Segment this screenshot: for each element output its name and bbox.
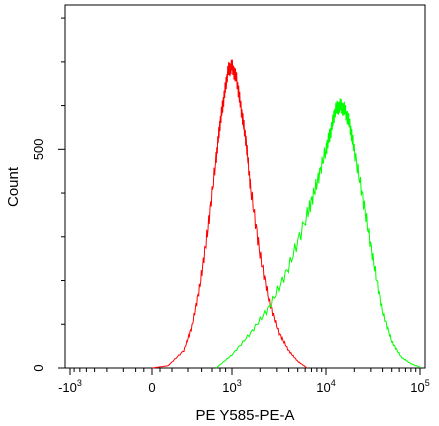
series-layer	[151, 59, 421, 369]
y-axis-title: Count	[5, 166, 22, 207]
histogram-series-2	[215, 98, 421, 369]
y-tick-label: 0	[31, 364, 46, 371]
x-tick-label: 105	[410, 378, 429, 395]
x-tick-label: -103	[58, 378, 82, 395]
y-axis: 0 500	[31, 17, 65, 372]
x-tick-label: 0	[148, 380, 155, 395]
x-tick-label: 103	[222, 378, 241, 395]
histogram-series-1	[151, 59, 308, 369]
y-tick-label: 500	[31, 138, 46, 160]
x-axis: -103 0 103 104 105	[58, 368, 430, 395]
plot-frame	[64, 4, 426, 369]
x-tick-label: 104	[316, 378, 335, 395]
x-axis-title: PE Y585-PE-A	[196, 407, 295, 424]
